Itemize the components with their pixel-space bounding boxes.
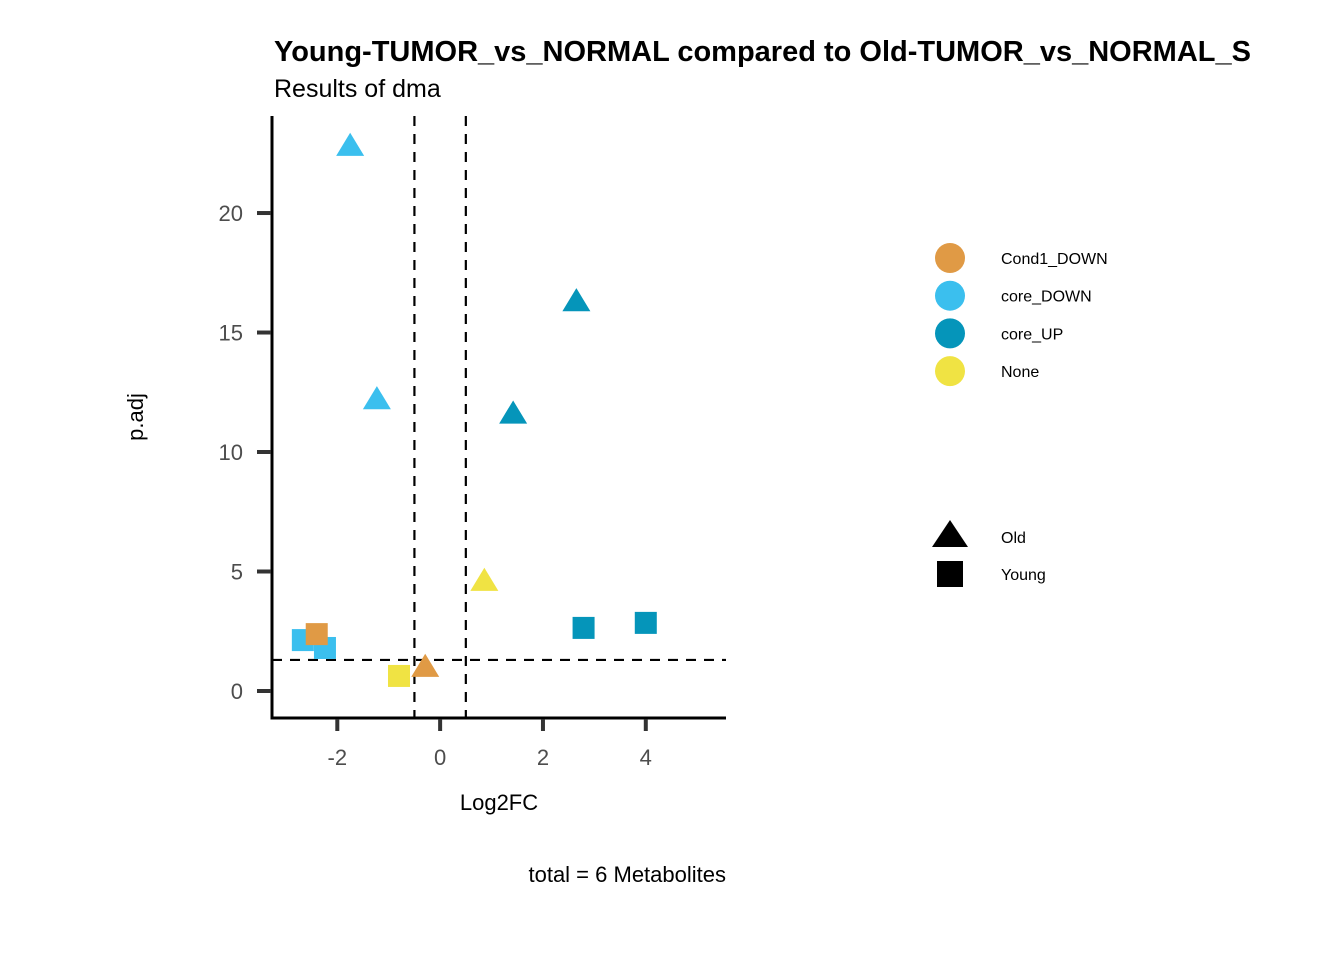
data-point-cond1-down-young xyxy=(305,623,328,646)
color-legend: Cond1_DOWN core_DOWN core_UP None xyxy=(935,243,1108,387)
data-points xyxy=(291,132,657,687)
legend-key-cond1-down xyxy=(935,243,965,273)
legend-label-core-up: core_UP xyxy=(1001,326,1063,343)
y-tick-label: 20 xyxy=(219,201,243,226)
x-tick-label: -2 xyxy=(328,745,348,770)
x-tick-label: 0 xyxy=(434,745,446,770)
y-tick-label: 10 xyxy=(219,440,243,465)
y-axis-title: p.adj xyxy=(123,393,148,441)
data-point-cond1-down-old xyxy=(411,653,440,677)
x-axis-title: Log2FC xyxy=(460,790,538,815)
data-point-core-down-old xyxy=(362,386,391,410)
y-tick-label: 5 xyxy=(231,560,243,585)
legend-key-none xyxy=(935,356,965,387)
caption-total: total = 6 Metabolites xyxy=(528,862,726,887)
legend-label-none: None xyxy=(1001,364,1039,381)
data-point-core-up-old xyxy=(562,288,591,312)
legend-label-young: Young xyxy=(1001,567,1046,584)
legend-key-core-up xyxy=(935,318,965,349)
data-point-none-old xyxy=(470,567,499,591)
legend-label-core-down: core_DOWN xyxy=(1001,289,1092,306)
data-point-none-young xyxy=(387,664,410,687)
legend-key-young xyxy=(937,561,963,587)
data-point-core-up-old xyxy=(499,400,528,424)
shape-legend: Old Young xyxy=(932,520,1046,587)
x-tick-label: 4 xyxy=(640,745,652,770)
data-point-core-down-old xyxy=(336,132,365,156)
data-point-core-up-young xyxy=(572,616,595,639)
axes xyxy=(270,116,726,720)
x-tick-label: 2 xyxy=(537,745,549,770)
chart-subtitle: Results of dma xyxy=(274,75,441,103)
data-point-core-up-young xyxy=(634,611,657,634)
chart-title: Young-TUMOR_vs_NORMAL compared to Old-TU… xyxy=(274,36,1251,68)
legend-key-core-down xyxy=(935,280,965,311)
y-tick-label: 0 xyxy=(231,679,243,704)
legend-label-cond1-down: Cond1_DOWN xyxy=(1001,251,1108,268)
reference-lines xyxy=(272,116,726,718)
y-tick-label: 15 xyxy=(219,321,243,346)
legend-label-old: Old xyxy=(1001,530,1026,547)
x-axis-ticks: -2 0 2 4 xyxy=(328,719,652,770)
legend-key-old xyxy=(932,520,968,547)
y-axis-ticks: 0 5 10 15 20 xyxy=(219,201,271,704)
